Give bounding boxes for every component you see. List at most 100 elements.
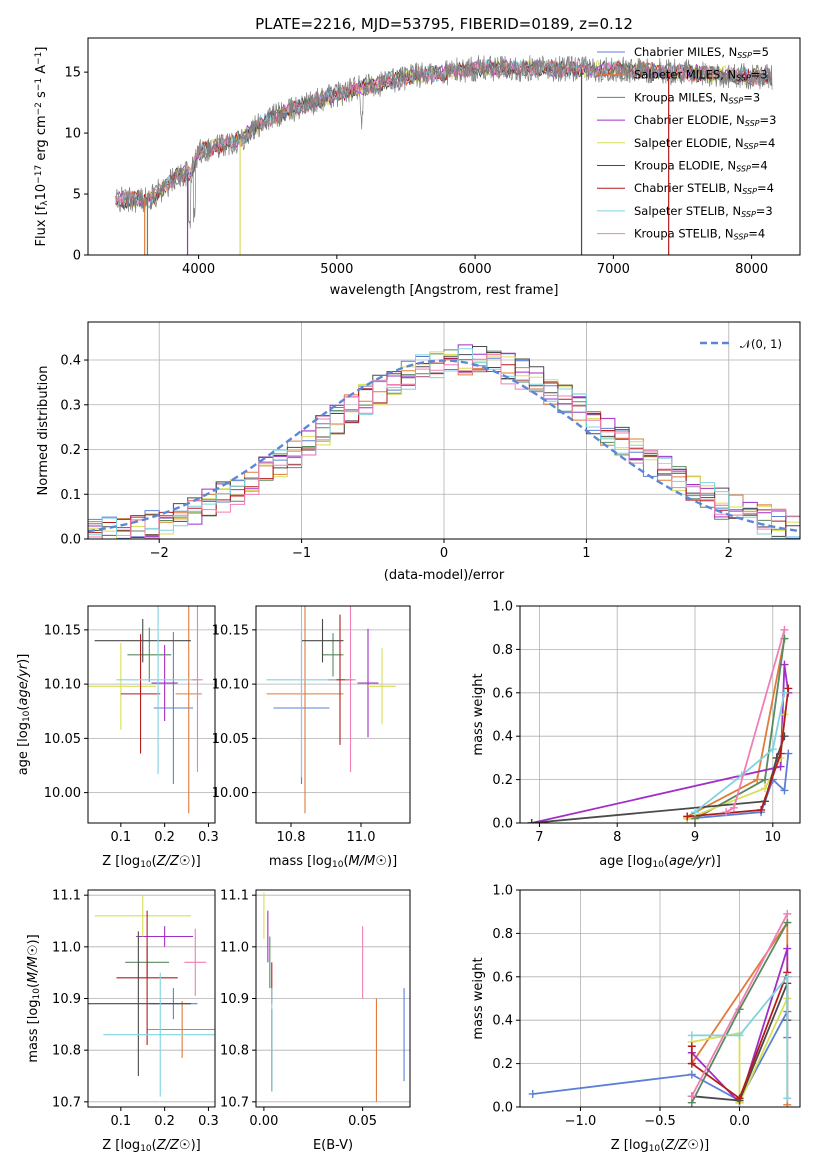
x-tick-label: 0.3 — [198, 1114, 219, 1129]
x-axis-label: (data-model)/error — [384, 568, 505, 583]
axes-frame — [255, 889, 411, 1108]
x-tick-label: 10.8 — [277, 830, 306, 845]
axes-frame — [87, 889, 216, 1108]
x-tick-label: 0 — [440, 546, 448, 561]
legend-entry: Chabrier ELODIE, NSSP=3 — [634, 113, 776, 128]
weight-line — [531, 664, 790, 823]
residuals-panel: −2 −1 0 1 2 0.0 0.1 0.2 0.3 0.4 (data-model)/error… — [36, 321, 801, 583]
x-tick-label: 8000 — [735, 262, 768, 277]
age-vs-Z-panel: 0.1 0.2 0.3 10.00 10.05 10.10 10.15 Z [log10(Z/… — [16, 605, 219, 870]
weight-line — [694, 692, 786, 813]
weight-series — [528, 909, 792, 1107]
weight-marker — [527, 819, 536, 823]
errorbars — [266, 606, 396, 814]
weight-marker — [687, 1059, 696, 1068]
x-axis-label: age [log10(age/yr)] — [599, 854, 721, 870]
weight-line — [691, 948, 789, 1105]
y-tick-label: 10.10 — [44, 678, 81, 693]
y-tick-label: 10.10 — [212, 678, 249, 693]
x-tick-label: −2 — [150, 546, 169, 561]
y-tick-label: 10.05 — [212, 732, 249, 747]
weight-vs-age-panel: 7 8 9 10 0.0 0.2 0.4 0.6 0.8 1.0 mass weight age [l… — [471, 600, 801, 870]
weight-marker — [783, 909, 792, 918]
x-axis-label: Z [log10(Z/Z☉)] — [611, 1138, 709, 1154]
y-tick-label: 0.6 — [492, 686, 513, 701]
weight-marker — [687, 1042, 696, 1051]
weight-marker — [687, 1070, 696, 1079]
y-tick-label: 10.00 — [44, 786, 81, 801]
y-tick-label: 0.1 — [60, 488, 81, 503]
weight-marker — [735, 1031, 744, 1040]
weight-marker — [783, 972, 792, 981]
y-tick-label: 0.2 — [60, 443, 81, 458]
legend-entry: Salpeter STELIB, NSSP=3 — [634, 204, 773, 219]
axes-frame — [519, 889, 801, 1108]
weight-line — [691, 998, 789, 1104]
weight-marker — [780, 660, 789, 669]
y-axis-label: Flux [fλ10−17 erg cm−2 s−1 A−1] — [34, 47, 50, 247]
y-tick-label: 15 — [64, 66, 81, 81]
y-tick-label: 11.0 — [52, 940, 81, 955]
x-tick-label: −1.0 — [565, 1114, 597, 1129]
x-tick-label: 0.00 — [249, 1114, 278, 1129]
normal-curve — [88, 359, 800, 533]
weight-marker — [784, 749, 793, 758]
x-tick-label: 0.0 — [729, 1114, 750, 1129]
axes-frame — [87, 321, 801, 540]
weight-marker — [784, 684, 793, 693]
weight-marker — [729, 803, 738, 812]
weight-marker — [735, 1094, 744, 1103]
residual-histogram — [88, 348, 800, 539]
y-axis-label: mass [log10(M/M☉)] — [26, 934, 42, 1062]
y-tick-label: 1.0 — [492, 600, 513, 615]
weight-marker — [780, 688, 789, 697]
x-tick-label: 6000 — [459, 262, 492, 277]
y-tick-label: 10.9 — [220, 992, 249, 1007]
spectrum-panel: 4000 5000 6000 7000 8000 0 5 10 15 PLATE=2216, MJ… — [34, 15, 801, 298]
weight-marker — [691, 808, 699, 817]
histograms — [88, 344, 800, 539]
errorbars — [88, 606, 203, 814]
legend-entry: Kroupa STELIB, NSSP=4 — [634, 227, 765, 242]
x-axis-label: Z [log10(Z/Z☉)] — [102, 854, 200, 870]
y-tick-label: 0.2 — [492, 773, 513, 788]
y-tick-label: 10.00 — [212, 786, 249, 801]
y-tick-label: 0.0 — [492, 817, 513, 832]
weight-marker — [768, 745, 777, 754]
weight-line — [691, 974, 789, 1099]
weight-marker — [753, 775, 762, 784]
legend-entry: Chabrier STELIB, NSSP=4 — [634, 181, 774, 196]
axes-frame — [519, 605, 801, 824]
weight-line — [687, 688, 790, 818]
observed-spectrum-line — [115, 54, 773, 229]
y-axis-label: age [log10(age/yr)] — [16, 654, 32, 776]
legend-entry: 𝒩(0, 1) — [740, 337, 782, 351]
weight-marker — [687, 1031, 696, 1040]
weight-marker — [683, 812, 692, 821]
y-tick-label: 10.05 — [44, 732, 81, 747]
spectrum-lines — [115, 54, 773, 255]
y-tick-label: 10 — [64, 127, 81, 142]
weight-marker — [722, 808, 731, 817]
x-tick-label: 7 — [535, 830, 543, 845]
legend: Chabrier MILES, NSSP=5 Salpeter MILES, NS… — [597, 45, 776, 242]
legend-entry: Salpeter ELODIE, NSSP=4 — [634, 136, 775, 151]
weight-vs-Z-panel: −1.0 −0.5 0.0 0.0 0.2 0.4 0.6 0.8 1.0 mass weight… — [471, 884, 801, 1154]
x-tick-label: 9 — [691, 830, 699, 845]
x-tick-label: 1 — [582, 546, 590, 561]
weight-line — [691, 913, 789, 1097]
x-tick-label: 10 — [765, 830, 782, 845]
y-tick-label: 10.9 — [52, 992, 81, 1007]
age-vs-mass-panel: 10.8 11.0 10.00 10.05 10.10 10.15 mass [log10(… — [212, 605, 411, 870]
axes-frame — [255, 605, 411, 824]
weight-series — [527, 625, 793, 823]
x-tick-label: 8 — [613, 830, 621, 845]
y-axis-label: Normed distribution — [36, 366, 51, 496]
y-tick-label: 0.3 — [60, 398, 81, 413]
y-tick-label: 0.8 — [492, 643, 513, 658]
weight-marker — [687, 1092, 696, 1101]
x-axis-label: E(B-V) — [313, 1138, 353, 1153]
weight-marker — [757, 805, 766, 814]
y-axis-label: mass weight — [471, 673, 486, 755]
